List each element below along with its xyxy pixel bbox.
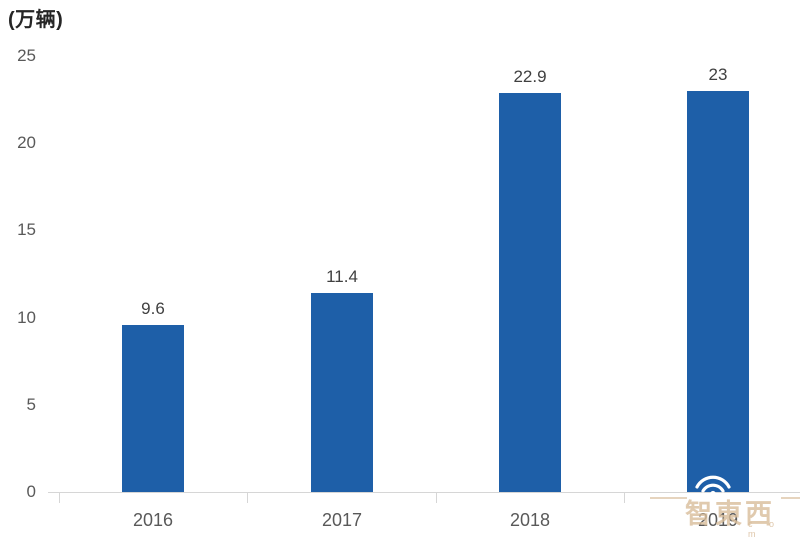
y-axis-tick-label: 25: [17, 46, 36, 65]
x-axis-label-2018: 2018: [509, 510, 551, 530]
bar-2016: [122, 325, 184, 492]
y-axis-tick-label: 10: [17, 307, 36, 327]
x-axis-line: [48, 492, 800, 493]
x-axis-tick-mark: [436, 493, 437, 503]
bar-2018: [499, 93, 561, 492]
watermark-left-line: [650, 497, 687, 499]
watermark-right-line: [781, 497, 800, 499]
bar-2019: [687, 91, 749, 492]
x-axis-tick-mark: [624, 493, 625, 503]
y-axis-tick-label: 15: [17, 220, 36, 240]
x-axis-label-2016: 2016: [132, 510, 174, 530]
bar-value-label-2018: 22.9: [513, 67, 547, 86]
y-axis-tick-label: 0: [26, 482, 36, 501]
chart-title: (万辆): [8, 9, 64, 31]
x-axis-label-2019: 2019: [697, 510, 739, 530]
bar-value-label-2016: 9.6: [141, 299, 165, 318]
y-axis-tick-label: 5: [26, 394, 36, 414]
x-axis-tick-mark: [59, 493, 60, 503]
x-axis-tick-mark: [247, 493, 248, 503]
x-axis-label-2017: 2017: [321, 510, 363, 530]
bar-2017: [311, 293, 373, 492]
bar-value-label-2017: 11.4: [326, 267, 358, 286]
y-axis-tick-label: 20: [17, 133, 36, 153]
bar-value-label-2019: 23: [708, 65, 728, 84]
